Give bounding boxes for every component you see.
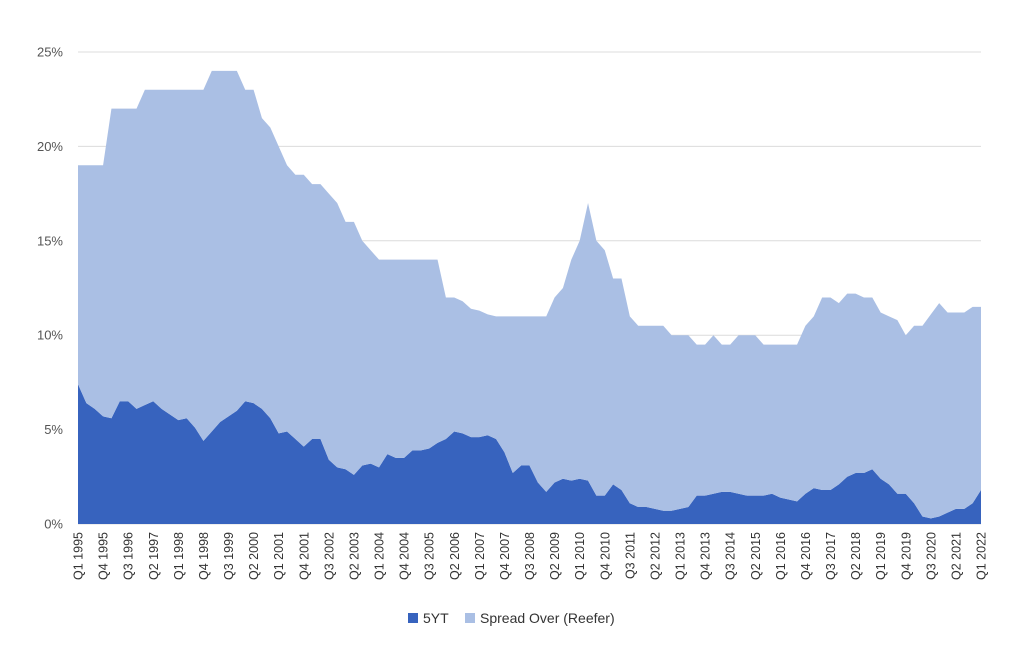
y-tick-label: 0%	[44, 517, 63, 532]
x-tick-label: Q4 2013	[699, 532, 713, 580]
y-tick-label: 5%	[44, 422, 63, 437]
legend-swatch	[408, 613, 418, 623]
x-tick-label: Q3 2017	[824, 532, 838, 580]
legend-label: 5YT	[423, 610, 449, 626]
x-tick-label: Q2 2003	[347, 532, 361, 580]
x-tick-label: Q4 2016	[799, 532, 813, 580]
x-tick-label: Q4 1998	[197, 532, 211, 580]
y-axis-tick-labels: 0% 5% 10% 15% 20% 25%	[37, 45, 63, 532]
y-tick-label: 25%	[37, 45, 63, 60]
legend-swatch	[465, 613, 475, 623]
area-series	[78, 70, 981, 524]
area-series-5yt	[78, 384, 981, 524]
x-tick-label: Q2 2006	[448, 532, 462, 580]
x-tick-label: Q4 1995	[97, 532, 111, 580]
x-tick-label: Q1 2001	[272, 532, 286, 580]
x-tick-label: Q2 2021	[949, 532, 963, 580]
x-tick-label: Q2 2012	[648, 532, 662, 580]
x-tick-label: Q1 2010	[573, 532, 587, 580]
x-tick-label: Q3 2020	[924, 532, 938, 580]
x-tick-label: Q1 2013	[674, 532, 688, 580]
x-tick-label: Q4 2007	[498, 532, 512, 580]
x-tick-label: Q4 2004	[398, 532, 412, 580]
x-tick-label: Q2 2009	[548, 532, 562, 580]
x-tick-label: Q1 1998	[172, 532, 186, 580]
x-tick-label: Q3 1999	[222, 532, 236, 580]
x-tick-label: Q1 1995	[72, 532, 86, 580]
area-series-spread-over-reefer	[78, 70, 981, 519]
y-tick-label: 15%	[37, 233, 63, 248]
legend: 5YT Spread Over (Reefer)	[408, 610, 615, 626]
x-tick-label: Q2 2000	[247, 532, 261, 580]
x-tick-label: Q1 2016	[774, 532, 788, 580]
y-tick-label: 10%	[37, 328, 63, 343]
x-tick-label: Q1 2022	[975, 532, 989, 580]
x-axis-tick-labels: Q1 1995 Q4 1995 Q3 1996 Q2 1997 Q1 1998 Q4 19…	[72, 532, 989, 580]
x-tick-label: Q2 1997	[147, 532, 161, 580]
x-tick-label: Q4 2010	[598, 532, 612, 580]
x-tick-label: Q3 2008	[523, 532, 537, 580]
x-tick-label: Q1 2004	[373, 532, 387, 580]
x-tick-label: Q2 2018	[849, 532, 863, 580]
x-tick-label: Q3 2002	[322, 532, 336, 580]
x-tick-label: Q4 2001	[297, 532, 311, 580]
x-tick-label: Q3 2011	[623, 532, 637, 579]
x-tick-label: Q4 2019	[899, 532, 913, 580]
x-tick-label: Q1 2019	[874, 532, 888, 580]
y-tick-label: 20%	[37, 139, 63, 154]
x-tick-label: Q3 2014	[724, 532, 738, 580]
x-tick-label: Q2 2015	[749, 532, 763, 580]
x-tick-label: Q3 2005	[423, 532, 437, 580]
legend-label: Spread Over (Reefer)	[480, 610, 615, 626]
x-tick-label: Q1 2007	[473, 532, 487, 580]
x-tick-label: Q3 1996	[122, 532, 136, 580]
